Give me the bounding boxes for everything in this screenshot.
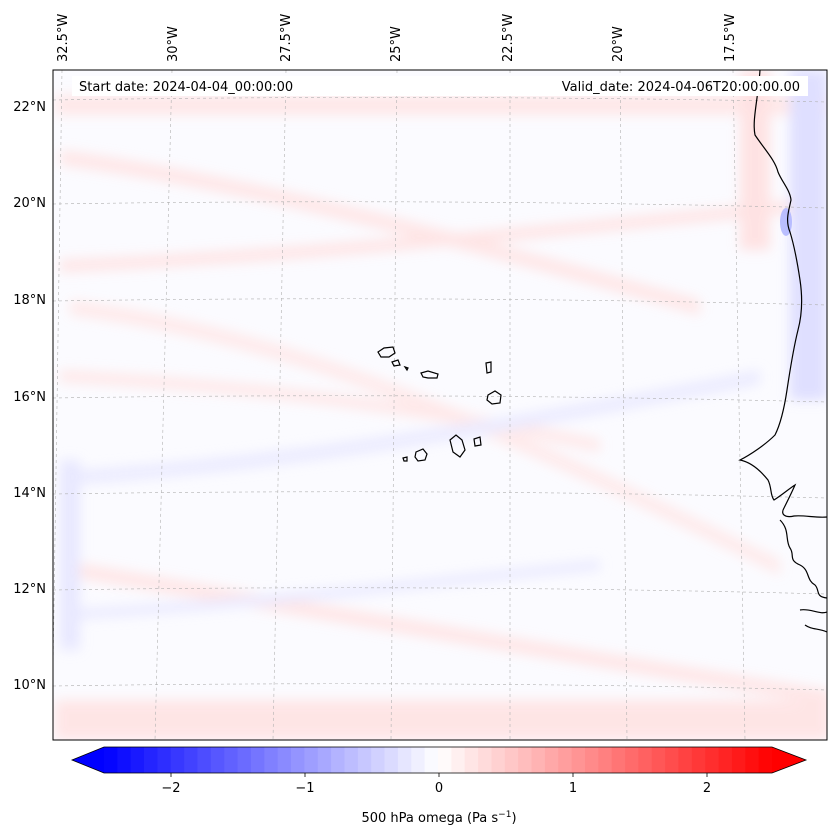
colorbar-cell <box>411 747 426 773</box>
colorbar-cell <box>384 747 399 773</box>
coastline <box>738 70 827 633</box>
lat-label: 10°N <box>13 678 46 693</box>
colorbar-cell <box>571 747 586 773</box>
lat-label: 20°N <box>13 196 46 211</box>
colorbar-tick-label: 1 <box>569 781 577 796</box>
colorbar-cell <box>197 747 212 773</box>
colorbar-cell <box>317 747 332 773</box>
longitude-labels: 32.5°W 30°W 27.5°W 25°W 22.5°W 20°W 17.5… <box>56 14 738 62</box>
colorbar-cell <box>678 747 693 773</box>
colorbar-cell <box>731 747 746 773</box>
colorbar-cell <box>277 747 292 773</box>
lon-label: 30°W <box>166 26 181 62</box>
lat-label: 16°N <box>13 390 46 405</box>
colorbar-cell <box>598 747 613 773</box>
lat-label: 22°N <box>13 100 46 115</box>
cape-verde-islands <box>377 346 502 462</box>
colorbar-cell <box>224 747 238 773</box>
colorbar-cell <box>651 747 666 773</box>
lat-label: 18°N <box>13 293 46 308</box>
colorbar-tick-label: −1 <box>295 781 314 796</box>
colorbar-cells <box>72 747 806 773</box>
lon-label: 32.5°W <box>56 14 71 62</box>
map-panel: Start date: 2024-04-04_00:00:00 Valid_da… <box>52 69 828 741</box>
colorbar-outline <box>70 746 808 774</box>
colorbar-tick-label: 2 <box>703 781 711 796</box>
colorbar-cell <box>718 747 733 773</box>
colorbar-cell <box>130 747 145 773</box>
latitude-labels: 22°N 20°N 18°N 16°N 14°N 12°N 10°N <box>13 100 46 693</box>
info-banner <box>72 76 808 96</box>
lon-label: 17.5°W <box>723 14 738 62</box>
colorbar-cell <box>705 747 719 773</box>
colorbar-cell <box>758 747 773 773</box>
colorbar-cell <box>638 747 653 773</box>
colorbar-cell <box>184 747 198 773</box>
colorbar-cell <box>491 747 506 773</box>
colorbar-cell <box>371 747 385 773</box>
lat-label: 14°N <box>13 486 46 501</box>
colorbar-cell <box>464 747 479 773</box>
colorbar-cell <box>117 747 132 773</box>
colorbar-cell <box>451 747 466 773</box>
colorbar-cell <box>144 747 158 773</box>
colorbar-cell <box>104 747 118 773</box>
lon-label: 22.5°W <box>501 14 516 62</box>
colorbar-max-arrow <box>772 747 806 773</box>
colorbar-cell <box>531 747 546 773</box>
colorbar-cell <box>304 747 319 773</box>
colorbar-min-arrow <box>72 747 104 773</box>
colorbar-cell <box>357 747 372 773</box>
colorbar-cell <box>157 747 172 773</box>
colorbar-cell <box>210 747 225 773</box>
colorbar-cell <box>331 747 345 773</box>
lon-label: 27.5°W <box>279 14 294 62</box>
valid-date-label: Valid_date: 2024-04-06T20:00:00.00 <box>562 80 800 95</box>
lat-label: 12°N <box>13 582 46 597</box>
colorbar-cell <box>264 747 279 773</box>
colorbar-ticks <box>170 773 708 777</box>
colorbar-cell <box>625 747 639 773</box>
omega-field <box>55 70 827 740</box>
colorbar-cell <box>424 747 439 773</box>
colorbar-cell <box>438 747 452 773</box>
graticule <box>53 70 827 740</box>
colorbar-cell <box>344 747 359 773</box>
colorbar-cell <box>611 747 626 773</box>
lon-label: 25°W <box>389 26 404 62</box>
colorbar-label: 500 hPa omega (Pa s−1) <box>361 810 516 826</box>
lon-label: 20°W <box>611 26 626 62</box>
colorbar-cell <box>397 747 412 773</box>
colorbar-tick-label: −2 <box>161 781 180 796</box>
colorbar-cell <box>250 747 265 773</box>
colorbar-tick-label: 0 <box>435 781 443 796</box>
colorbar: −2 −1 0 1 2 500 hPa omega (Pa s−1) <box>70 746 808 826</box>
colorbar-cell <box>478 747 492 773</box>
colorbar-cell <box>745 747 760 773</box>
colorbar-cell <box>584 747 599 773</box>
colorbar-cell <box>170 747 185 773</box>
colorbar-cell <box>558 747 572 773</box>
colorbar-cell <box>237 747 252 773</box>
colorbar-cell <box>665 747 679 773</box>
start-date-label: Start date: 2024-04-04_00:00:00 <box>79 80 293 95</box>
colorbar-cell <box>291 747 305 773</box>
colorbar-cell <box>691 747 706 773</box>
colorbar-cell <box>504 747 519 773</box>
colorbar-cell <box>544 747 559 773</box>
colorbar-cell <box>518 747 532 773</box>
